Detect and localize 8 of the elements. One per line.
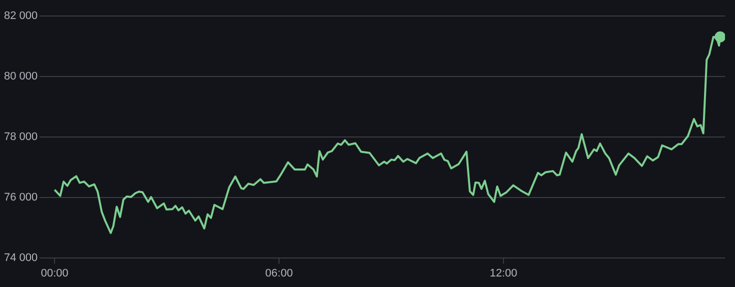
y-tick-label: 78 000 [4, 130, 38, 143]
x-tick-label: 06:00 [265, 267, 293, 280]
x-tick-label: 00:00 [40, 267, 68, 280]
x-tick-label: 12:00 [490, 267, 518, 280]
y-tick-label: 82 000 [4, 10, 38, 22]
y-tick-label: 80 000 [4, 70, 38, 82]
y-tick-label: 74 000 [4, 252, 38, 264]
y-tick-label: 76 000 [4, 191, 38, 204]
